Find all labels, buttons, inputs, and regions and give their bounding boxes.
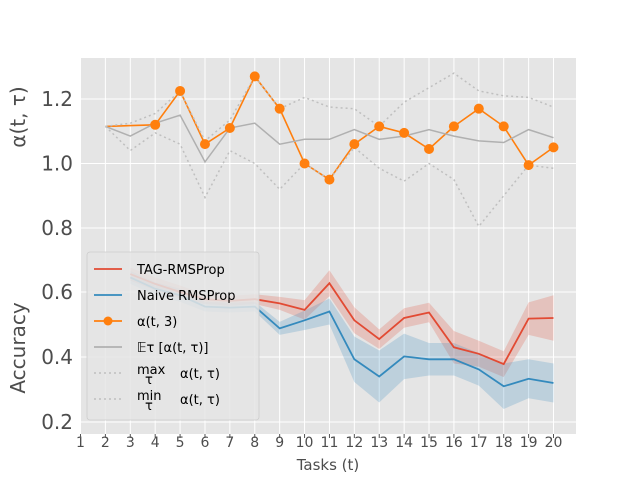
marker-alpha-t3 (498, 121, 509, 132)
series-markers (150, 71, 559, 185)
legend-label-0: TAG-RMSProp (136, 263, 225, 278)
confidence-band-0 (130, 267, 554, 378)
x-tick-label-14: 14 (395, 435, 413, 451)
marker-alpha-t3 (448, 121, 459, 132)
x-tick-label-18: 18 (495, 435, 513, 451)
marker-alpha-t3 (249, 71, 260, 82)
x-tick-label-10: 10 (296, 435, 314, 451)
x-tick-label-3: 3 (126, 435, 135, 451)
x-tick-label-8: 8 (250, 435, 259, 451)
legend-label-1: Naive RMSProp (137, 289, 236, 304)
y-tick-label-bottom: 0.2 (41, 410, 73, 434)
legend-label-rest-5: α(t, τ) (180, 393, 220, 408)
series-line-top-0 (105, 74, 554, 181)
x-tick-label-16: 16 (445, 435, 463, 451)
x-tick-label-6: 6 (201, 435, 210, 451)
legend-label-sub-4: τ (145, 373, 153, 388)
grid (80, 58, 576, 434)
x-tick-label-17: 17 (470, 435, 488, 451)
y-tick-label-bottom: 0.4 (41, 345, 73, 369)
x-axis-label: Tasks (t) (296, 456, 360, 474)
marker-alpha-t3 (548, 142, 559, 153)
marker-alpha-t3 (473, 103, 484, 114)
legend-label-3: 𝔼τ [α(t, τ)] (137, 341, 209, 356)
marker-alpha-t3 (199, 139, 210, 150)
x-tick-label-1: 1 (76, 435, 85, 451)
marker-alpha-t3 (324, 174, 335, 185)
marker-alpha-t3 (224, 123, 235, 134)
legend-box (86, 251, 260, 421)
x-tick-label-7: 7 (225, 435, 234, 451)
legend: TAG-RMSProp Naive RMSProp α(t, 3) 𝔼τ [α(t, … (86, 251, 260, 421)
marker-alpha-t3 (175, 85, 186, 96)
legend-label-2: α(t, 3) (137, 315, 177, 330)
x-tick-label-19: 19 (520, 435, 538, 451)
legend-label-sub-5: τ (145, 399, 153, 414)
marker-alpha-t3 (374, 121, 385, 132)
marker-alpha-t3 (523, 160, 534, 171)
y-tick-label-bottom: 0.6 (41, 280, 73, 304)
y-axis-label-bottom: Accuracy (6, 302, 30, 393)
legend-marker-2 (103, 316, 113, 326)
x-tick-label-11: 11 (321, 435, 339, 451)
x-tick-label-4: 4 (151, 435, 160, 451)
x-tick-label-2: 2 (101, 435, 110, 451)
tick-labels: 1 2 3 4 5 6 7 8 9 10 11 12 13 14 15 16 17 18 19 200.81.01.2… (41, 87, 562, 451)
legend-label-op-4: max (137, 363, 166, 378)
series-line-top-1 (105, 114, 554, 164)
marker-alpha-t3 (399, 127, 410, 138)
marker-alpha-t3 (274, 103, 285, 114)
y-axis-label-top: α(t, τ) (6, 86, 30, 147)
y-tick-label-top: 1.0 (41, 152, 73, 176)
marker-alpha-t3 (349, 139, 360, 150)
x-tick-label-13: 13 (370, 435, 388, 451)
x-tick-label-5: 5 (176, 435, 185, 451)
marker-alpha-t3 (299, 158, 310, 169)
x-tick-label-20: 20 (545, 435, 563, 451)
x-tick-label-12: 12 (345, 435, 363, 451)
legend-label-rest-4: α(t, τ) (180, 367, 220, 382)
x-tick-label-9: 9 (275, 435, 284, 451)
x-tick-label-15: 15 (420, 435, 438, 451)
y-tick-label-top: 0.8 (41, 216, 73, 240)
legend-label-op-5: min (137, 389, 162, 404)
marker-alpha-t3 (150, 119, 161, 130)
marker-alpha-t3 (424, 143, 435, 154)
y-tick-label-top: 1.2 (41, 87, 73, 111)
